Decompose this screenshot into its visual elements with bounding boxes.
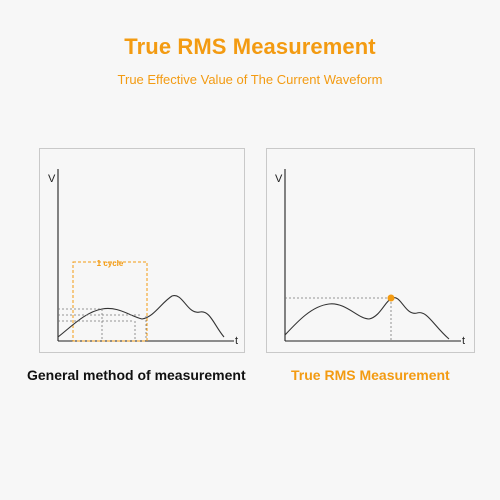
waveform-line: [57, 295, 225, 338]
x-axis-label: t: [235, 335, 238, 347]
cycle-box: [72, 261, 148, 342]
waveform-line: [284, 297, 450, 340]
page-title: True RMS Measurement: [124, 34, 376, 59]
y-axis-label: V: [48, 173, 56, 185]
true-rms-caption: True RMS Measurement: [291, 367, 450, 383]
x-axis-label: t: [462, 335, 465, 347]
general-method-chart: V t 1 cycle: [48, 169, 238, 347]
rms-point: [387, 294, 395, 302]
page-subtitle: True Effective Value of The Current Wave…: [117, 72, 383, 87]
general-method-caption: General method of measurement: [27, 367, 246, 383]
cycle-label: 1 cycle: [97, 259, 124, 268]
true-rms-diagram: V t: [266, 148, 475, 353]
y-axis-label: V: [275, 173, 283, 185]
general-method-diagram: V t 1 cycle: [39, 148, 245, 353]
true-rms-chart: V t: [275, 169, 465, 347]
